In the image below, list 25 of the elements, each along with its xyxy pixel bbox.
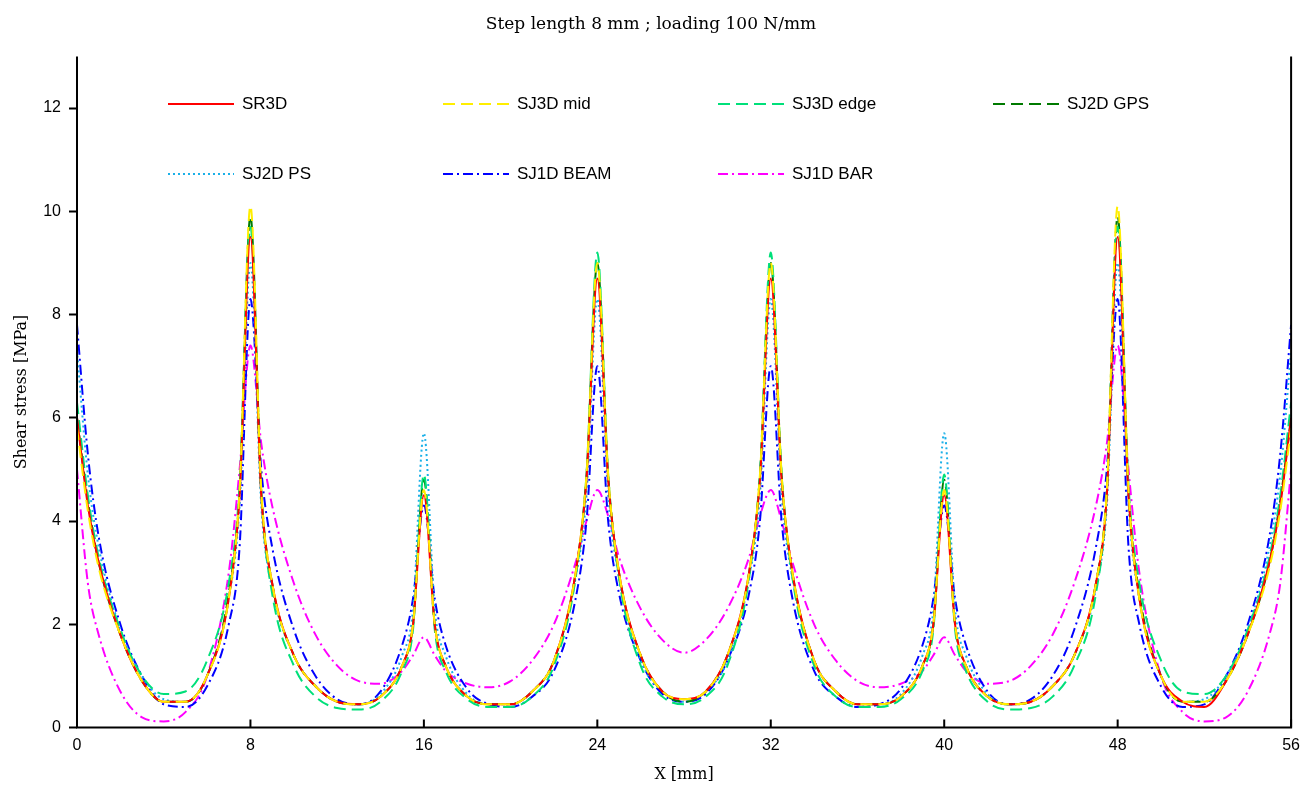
legend-label: SR3D (242, 94, 288, 114)
chart-title: Step length 8 mm ; loading 100 N/mm (485, 12, 817, 33)
legend-label: SJ3D edge (792, 94, 877, 114)
x-tick-label: 16 (414, 735, 433, 753)
x-tick-label: 32 (761, 735, 780, 753)
y-tick-label: 4 (52, 511, 62, 529)
x-tick-label: 40 (935, 735, 954, 753)
y-axis-title: Shear stress [MPa] (10, 314, 30, 470)
y-tick-label: 2 (52, 614, 62, 632)
legend-label: SJ1D BEAM (517, 164, 612, 184)
x-axis-title: X [mm] (654, 763, 714, 783)
y-tick-label: 0 (52, 718, 62, 736)
x-tick-label: 0 (72, 735, 82, 753)
x-tick-label: 24 (588, 735, 607, 753)
legend-label: SJ1D BAR (792, 164, 874, 184)
x-tick-label: 56 (1282, 735, 1301, 753)
y-tick-label: 6 (52, 408, 62, 426)
legend-label: SJ3D mid (517, 94, 591, 114)
x-tick-label: 8 (245, 735, 255, 753)
legend-label: SJ2D PS (242, 164, 311, 184)
y-tick-label: 10 (43, 201, 62, 219)
legend-label: SJ2D GPS (1067, 94, 1150, 114)
y-tick-label: 8 (52, 304, 62, 322)
y-tick-label: 12 (43, 98, 62, 116)
x-tick-label: 48 (1108, 735, 1127, 753)
